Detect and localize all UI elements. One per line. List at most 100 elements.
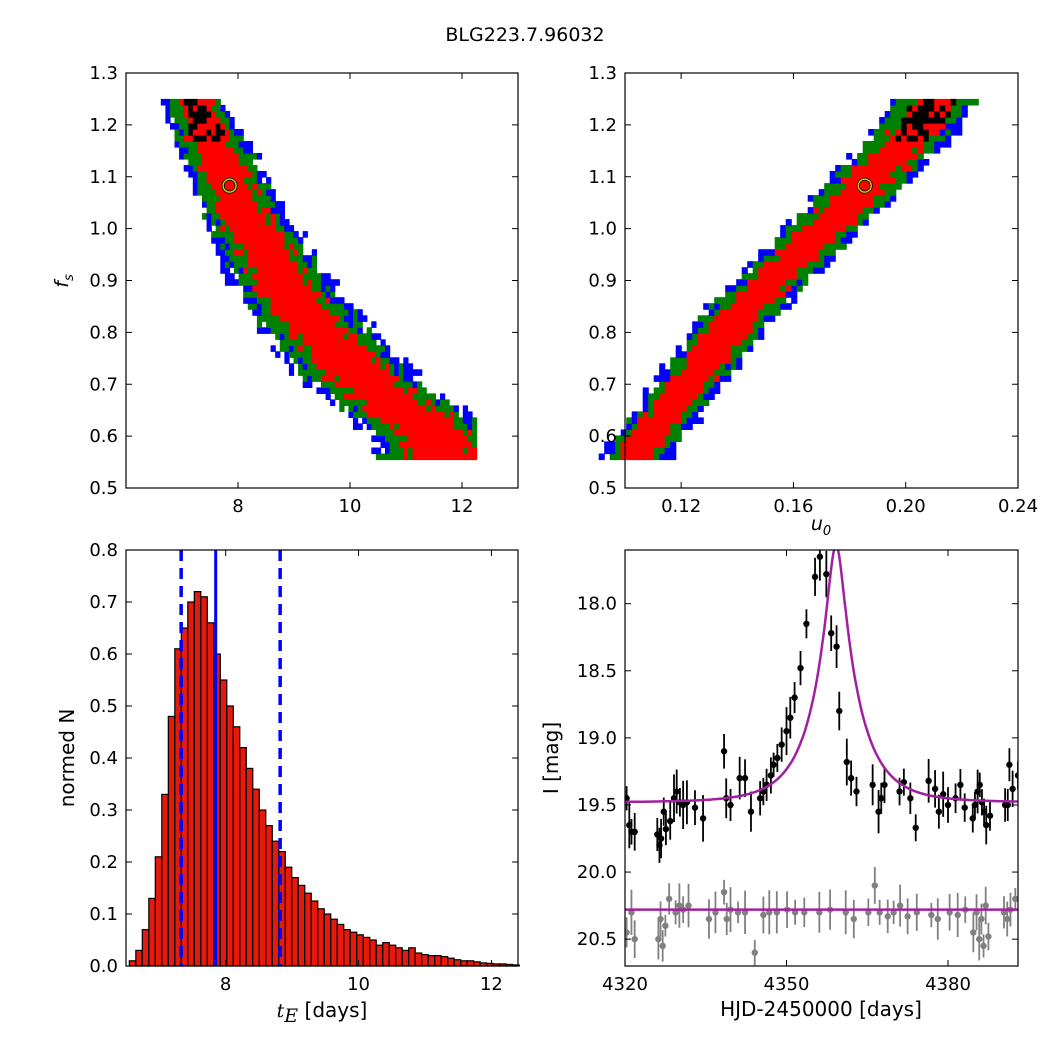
cell-2sigma <box>648 399 655 406</box>
cell-1sigma <box>389 405 395 412</box>
cell-1sigma <box>229 147 235 154</box>
cell-1sigma <box>719 351 726 358</box>
cell-2sigma <box>192 165 198 172</box>
cell-1sigma <box>238 189 244 196</box>
cell-best <box>220 129 226 136</box>
histogram-bar <box>167 715 176 967</box>
cell-1sigma <box>796 255 803 262</box>
cell-2sigma <box>266 309 272 316</box>
reference-point <box>934 915 941 923</box>
cell-1sigma <box>692 381 699 388</box>
cell-3sigma <box>220 261 226 268</box>
cell-3sigma <box>247 285 253 292</box>
cell-2sigma <box>747 333 754 340</box>
cell-2sigma <box>321 369 327 376</box>
cell-2sigma <box>266 183 272 190</box>
cell-1sigma <box>307 333 313 340</box>
cell-2sigma <box>862 141 869 148</box>
cell-1sigma <box>719 333 726 340</box>
cell-1sigma <box>321 315 327 322</box>
cell-3sigma <box>220 267 226 274</box>
histogram-bars <box>128 590 520 967</box>
cell-3sigma <box>835 177 842 184</box>
cell-2sigma <box>202 171 208 178</box>
cell-1sigma <box>293 285 299 292</box>
cell-1sigma <box>774 279 781 286</box>
cell-1sigma <box>261 273 267 280</box>
cell-3sigma <box>362 315 368 322</box>
cell-2sigma <box>211 231 217 238</box>
photometry-points <box>625 550 1018 966</box>
cell-2sigma <box>923 147 930 154</box>
cell-2sigma <box>879 129 886 136</box>
cell-2sigma <box>202 189 208 196</box>
cell-2sigma <box>956 104 963 112</box>
cell-3sigma <box>288 345 295 352</box>
cell-1sigma <box>293 291 299 298</box>
cell-1sigma <box>769 273 776 280</box>
cell-best <box>901 129 908 136</box>
cell-best <box>917 104 924 112</box>
cell-1sigma <box>229 171 235 178</box>
cell-1sigma <box>939 98 946 106</box>
cell-3sigma <box>675 345 682 352</box>
cell-2sigma <box>895 183 902 190</box>
cell-1sigma <box>394 411 400 418</box>
cell-2sigma <box>730 363 737 370</box>
y-tick-label: 0.9 <box>89 271 118 292</box>
cell-1sigma <box>266 255 272 262</box>
cell-1sigma <box>813 225 820 232</box>
cell-1sigma <box>637 447 644 455</box>
cell-2sigma <box>824 243 831 250</box>
cell-1sigma <box>692 393 699 400</box>
cell-1sigma <box>796 261 803 268</box>
cell-2sigma <box>774 255 781 262</box>
cell-1sigma <box>763 279 770 286</box>
cell-1sigma <box>692 375 699 382</box>
cell-1sigma <box>692 345 699 352</box>
cell-2sigma <box>192 153 198 160</box>
cell-1sigma <box>426 435 432 442</box>
cell-1sigma <box>334 351 340 358</box>
cell-2sigma <box>211 213 217 220</box>
cell-best <box>215 129 221 136</box>
cell-1sigma <box>302 339 308 346</box>
cell-3sigma <box>631 417 638 424</box>
y-tick-label: 18.0 <box>577 594 617 615</box>
cell-2sigma <box>252 153 258 160</box>
cell-1sigma <box>846 219 853 226</box>
cell-2sigma <box>730 297 737 304</box>
cell-2sigma <box>840 183 847 190</box>
cell-1sigma <box>343 357 350 364</box>
cell-3sigma <box>238 129 244 136</box>
cell-1sigma <box>791 267 798 274</box>
cell-1sigma <box>275 261 281 268</box>
cell-best <box>197 111 203 118</box>
cell-1sigma <box>293 273 299 280</box>
cell-1sigma <box>840 201 847 208</box>
cell-2sigma <box>829 183 836 190</box>
cell-1sigma <box>215 153 221 160</box>
cell-1sigma <box>302 327 308 334</box>
x-tick-label: 0.24 <box>998 496 1038 517</box>
cell-1sigma <box>802 261 809 268</box>
cell-1sigma <box>325 345 331 352</box>
cell-3sigma <box>945 141 952 148</box>
cell-1sigma <box>426 447 432 455</box>
axis-ticks: 8 10 120.00.10.20.30.40.50.60.70.8 <box>89 540 518 995</box>
cell-1sigma <box>334 357 340 364</box>
cell-2sigma <box>174 117 180 124</box>
cell-2sigma <box>357 411 363 418</box>
cell-2sigma <box>763 255 770 262</box>
cell-2sigma <box>371 423 377 430</box>
cell-2sigma <box>243 153 249 160</box>
cell-2sigma <box>802 273 809 280</box>
cell-1sigma <box>371 363 377 370</box>
cell-3sigma <box>302 231 308 238</box>
cell-1sigma <box>224 171 231 178</box>
cell-2sigma <box>170 111 176 118</box>
cell-1sigma <box>708 363 715 370</box>
cell-2sigma <box>394 441 400 448</box>
cell-2sigma <box>192 141 198 148</box>
